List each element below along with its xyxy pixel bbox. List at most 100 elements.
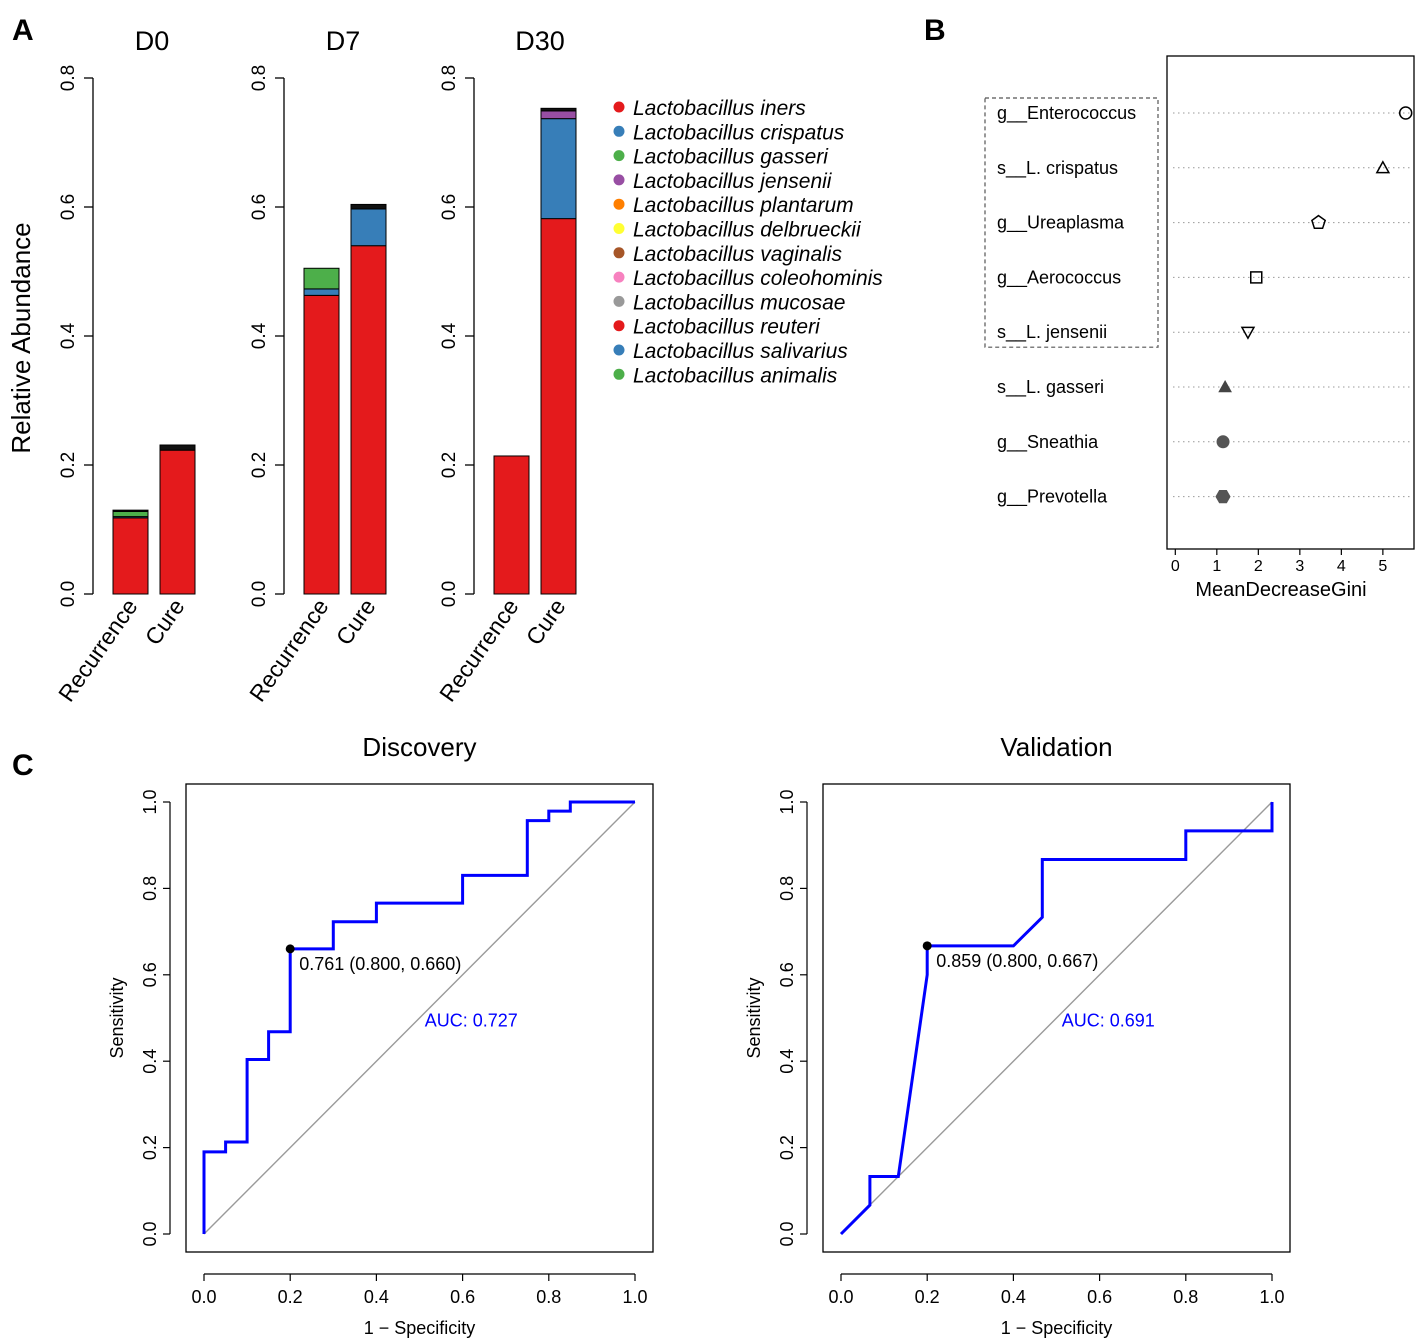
bar-segment-other (159, 444, 196, 451)
legend-label: Lactobacillus plantarum (633, 194, 854, 217)
optimal-threshold-label: 0.761 (0.800, 0.660) (299, 954, 461, 974)
legend-label: Lactobacillus animalis (633, 364, 838, 387)
x-tick-label: 1.0 (1259, 1287, 1284, 1307)
bar-segment-lactobacillus-iners (112, 517, 149, 595)
legend-marker (613, 198, 625, 210)
legend-label: Lactobacillus reuteri (633, 316, 821, 339)
panel-a-y-axis-label: Relative Abundance (6, 222, 36, 453)
bar-segment-lactobacillus-crispatus (540, 118, 577, 220)
y-tick-label: 0.6 (58, 194, 79, 220)
optimal-threshold-label: 0.859 (0.800, 0.667) (936, 951, 1098, 971)
subplot-title-d30: D30 (515, 26, 565, 56)
legend-label: Lactobacillus gasseri (633, 146, 829, 169)
bar-segment-lactobacillus-iners (303, 294, 340, 595)
y-tick-label: 0.4 (58, 322, 79, 349)
legend-label: Lactobacillus salivarius (633, 340, 848, 363)
y-tick-label: 0.0 (140, 1221, 160, 1246)
bar-segment-lactobacillus-gasseri (112, 510, 149, 518)
panel-letter-a: A (12, 14, 34, 47)
feature-label: s__L. jensenii (997, 322, 1107, 343)
y-tick-label: 0.4 (140, 1049, 160, 1074)
legend-marker (613, 320, 625, 332)
bar-segment-other (112, 509, 149, 512)
x-tick-label: 1.0 (622, 1287, 647, 1307)
legend-marker (613, 247, 625, 259)
x-axis-label: 1 − Specificity (364, 1318, 476, 1338)
legend-label: Lactobacillus crispatus (633, 121, 845, 144)
panel-c-roc-discovery: Discovery 0.0 0.2 0.4 0.6 0.8 1.0 0.0 0.2 0.4 0.6 0… (107, 732, 654, 1338)
y-tick-label: 0.8 (439, 65, 460, 91)
x-tick-label: 0.8 (536, 1287, 561, 1307)
panel-c-roc-validation: Validation 0.0 0.2 0.4 0.6 0.8 1.0 0.0 0.2 0.4 0.6… (744, 732, 1291, 1338)
y-tick-label: 0.0 (439, 581, 460, 607)
subplot-title-d0: D0 (135, 26, 170, 56)
y-tick-label: 0.8 (58, 65, 79, 91)
legend-marker (613, 344, 625, 356)
bar-segment-other (350, 203, 387, 210)
x-tick-label: 0.6 (450, 1287, 475, 1307)
panel-b-feature-importance: g__Enterococcus s__L. crispatus g__Ureapla… (984, 55, 1415, 601)
feature-label: g__Aerococcus (997, 267, 1121, 288)
reference-diagonal (203, 801, 636, 1235)
y-tick-label: 0.2 (140, 1135, 160, 1160)
x-tick-label: 0.2 (278, 1287, 303, 1307)
panel-letter-b: B (924, 14, 946, 47)
feature-point-g-sneathia (1216, 435, 1230, 449)
bar-segment-lactobacillus-jensenii (540, 110, 577, 120)
y-tick-label: 0.4 (249, 322, 270, 349)
legend-marker (613, 174, 625, 186)
x-category-label-recurrence: Recurrence (53, 594, 142, 706)
top-features-highlight-box (984, 97, 1159, 348)
y-tick-label: 0.4 (777, 1049, 797, 1074)
x-tick-label: 0.8 (1173, 1287, 1198, 1307)
plot-frame (185, 783, 654, 1253)
legend-marker (613, 271, 625, 283)
x-tick-label: 0.0 (191, 1287, 216, 1307)
y-tick-label: 0.2 (777, 1135, 797, 1160)
legend-marker (613, 295, 625, 307)
y-tick-label: 0.8 (249, 65, 270, 91)
feature-point-s-l-gasseri (1218, 379, 1232, 393)
legend-label: Lactobacillus delbrueckii (633, 219, 862, 242)
legend-label: Lactobacillus iners (633, 97, 806, 120)
y-tick-label: 0.4 (439, 322, 460, 349)
optimal-threshold-point (922, 941, 932, 951)
roc-curve (839, 802, 1274, 1236)
feature-point-g-aerococcus (1250, 271, 1263, 284)
legend-marker (613, 150, 625, 162)
bar-segment-other (540, 107, 577, 112)
auc-label: AUC: 0.727 (425, 1011, 518, 1031)
feature-label: g__Sneathia (997, 432, 1099, 453)
y-tick-label: 0.0 (777, 1221, 797, 1246)
feature-label: g__Enterococcus (997, 103, 1136, 124)
y-tick-label: 0.0 (58, 581, 79, 607)
x-category-label-cure: Cure (331, 594, 381, 650)
x-category-label-cure: Cure (521, 594, 571, 650)
y-tick-label: 0.6 (777, 962, 797, 987)
roc-title: Validation (1000, 732, 1112, 762)
y-tick-label: 0.6 (439, 194, 460, 220)
feature-label: s__L. crispatus (997, 158, 1118, 179)
feature-label: s__L. gasseri (997, 377, 1104, 398)
feature-point-g-ureaplasma (1311, 214, 1327, 230)
legend-marker (613, 125, 625, 137)
x-category-label-cure: Cure (140, 594, 190, 650)
panel-a-stacked-bars: Relative Abundance D0 0.0 0.2 0.4 0.6 0.8 Recu… (6, 26, 883, 706)
x-tick-label: 3 (1295, 558, 1304, 575)
x-tick-label: 0.4 (364, 1287, 389, 1307)
legend-marker (613, 223, 625, 234)
bar-segment-lactobacillus-iners (540, 218, 577, 595)
x-axis-label: 1 − Specificity (1001, 1318, 1113, 1338)
y-tick-label: 0.6 (140, 962, 160, 987)
y-axis-label: Sensitivity (744, 977, 764, 1058)
x-tick-label: 0.2 (915, 1287, 940, 1307)
bar-segment-lactobacillus-iners (159, 449, 196, 595)
y-tick-label: 1.0 (140, 789, 160, 814)
legend-label: Lactobacillus jensenii (633, 170, 833, 193)
x-tick-label: 0.4 (1001, 1287, 1026, 1307)
legend-marker (613, 368, 625, 380)
feature-point-g-enterococcus (1398, 106, 1413, 120)
